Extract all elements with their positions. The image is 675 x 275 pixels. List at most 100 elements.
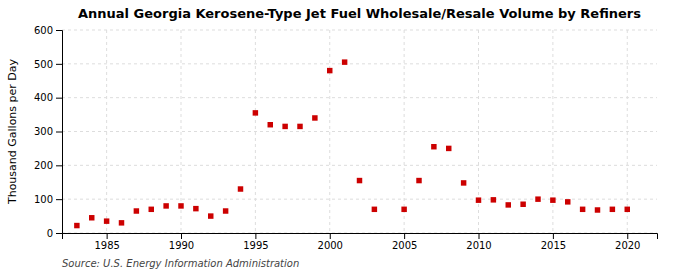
- tick-label: 600: [34, 25, 53, 36]
- tick-mark: [56, 199, 62, 200]
- point: [610, 207, 615, 212]
- tick-label: 2020: [615, 240, 640, 251]
- tick-mark: [56, 64, 62, 65]
- axis-line: [63, 234, 658, 240]
- point: [149, 207, 154, 212]
- point: [178, 203, 183, 208]
- points: [74, 59, 630, 228]
- point: [193, 206, 198, 211]
- tick: 1995: [243, 233, 268, 251]
- tick: 0: [47, 228, 62, 239]
- grid-line: [62, 97, 657, 98]
- tick-label: 0: [47, 228, 53, 239]
- tick: 200: [34, 160, 62, 171]
- point: [476, 197, 481, 202]
- title: Annual Georgia Kerosene-Type Jet Fuel Wh…: [78, 6, 641, 21]
- tick-label: 500: [34, 59, 53, 70]
- tick-mark: [479, 233, 480, 239]
- tick: 2000: [318, 233, 343, 251]
- point: [357, 178, 362, 183]
- point: [208, 213, 213, 218]
- tick-label: 400: [34, 92, 53, 103]
- tick-label: 2015: [541, 240, 566, 251]
- tick-label: 2005: [392, 240, 417, 251]
- tick-label: 1985: [94, 240, 119, 251]
- point: [446, 146, 451, 151]
- point: [520, 202, 525, 207]
- tick-label: 2010: [466, 240, 491, 251]
- tick-mark: [56, 30, 62, 31]
- point: [461, 180, 466, 185]
- point: [535, 196, 540, 201]
- tick-mark: [404, 233, 405, 239]
- point: [163, 203, 168, 208]
- grid-line: [627, 30, 628, 233]
- tick-mark: [56, 233, 62, 234]
- tick: 1985: [94, 233, 119, 251]
- tick-label: 200: [34, 160, 53, 171]
- axis-line: [56, 31, 63, 234]
- tick-label: 1990: [169, 240, 194, 251]
- grid-line: [62, 63, 657, 64]
- tick-mark: [56, 165, 62, 166]
- grid-line: [255, 30, 256, 233]
- tick-mark: [627, 233, 628, 239]
- plot-area: 1985 1990 1995 2000 2005 2010 2015 2020 0 100 200 3…: [34, 25, 658, 251]
- point: [550, 197, 555, 202]
- tick-mark: [107, 233, 108, 239]
- tick-mark: [56, 98, 62, 99]
- y-axis: 0 100 200 300 400 500 600: [34, 25, 63, 239]
- grid-line: [62, 30, 657, 31]
- grid: [62, 30, 657, 233]
- point: [506, 202, 511, 207]
- point: [268, 122, 273, 127]
- point: [580, 207, 585, 212]
- point: [119, 220, 124, 225]
- tick: 1990: [169, 233, 194, 251]
- tick-mark: [56, 132, 62, 133]
- tick: 500: [34, 59, 62, 70]
- point: [223, 208, 228, 213]
- point: [431, 144, 436, 149]
- point: [312, 115, 317, 120]
- point: [625, 207, 630, 212]
- tick: 2010: [466, 233, 491, 251]
- point: [327, 68, 332, 73]
- point: [297, 124, 302, 129]
- tick: 2015: [541, 233, 566, 251]
- tick-mark: [181, 233, 182, 239]
- point: [416, 178, 421, 183]
- grid-line: [62, 165, 657, 166]
- grid-line: [181, 30, 182, 233]
- tick: 300: [34, 126, 62, 137]
- tick-label: 2000: [318, 240, 343, 251]
- point: [372, 207, 377, 212]
- point: [104, 218, 109, 223]
- tick-mark: [255, 233, 256, 239]
- tick-label: 100: [34, 194, 53, 205]
- x-axis: 1985 1990 1995 2000 2005 2010 2015 2020: [63, 233, 658, 251]
- grid-line: [329, 30, 330, 233]
- point: [282, 124, 287, 129]
- tick-label: 300: [34, 126, 53, 137]
- tick: 2020: [615, 233, 640, 251]
- point: [74, 223, 79, 228]
- grid-line: [404, 30, 405, 233]
- tick-mark: [330, 233, 331, 239]
- point: [89, 215, 94, 220]
- tick: 600: [34, 25, 62, 36]
- source: Source: U.S. Energy Information Administ…: [62, 258, 299, 269]
- tick-mark: [553, 233, 554, 239]
- y-axis-title: Thousand Gallons per Day: [6, 58, 19, 205]
- point: [491, 197, 496, 202]
- grid-line: [62, 131, 657, 132]
- tick-label: 1995: [243, 240, 268, 251]
- point: [238, 186, 243, 191]
- tick: 400: [34, 92, 62, 103]
- point: [595, 207, 600, 212]
- point: [253, 110, 258, 115]
- point: [134, 208, 139, 213]
- tick: 100: [34, 194, 62, 205]
- chart: 1985 1990 1995 2000 2005 2010 2015 2020 0 100 200 3…: [0, 0, 675, 275]
- tick: 2005: [392, 233, 417, 251]
